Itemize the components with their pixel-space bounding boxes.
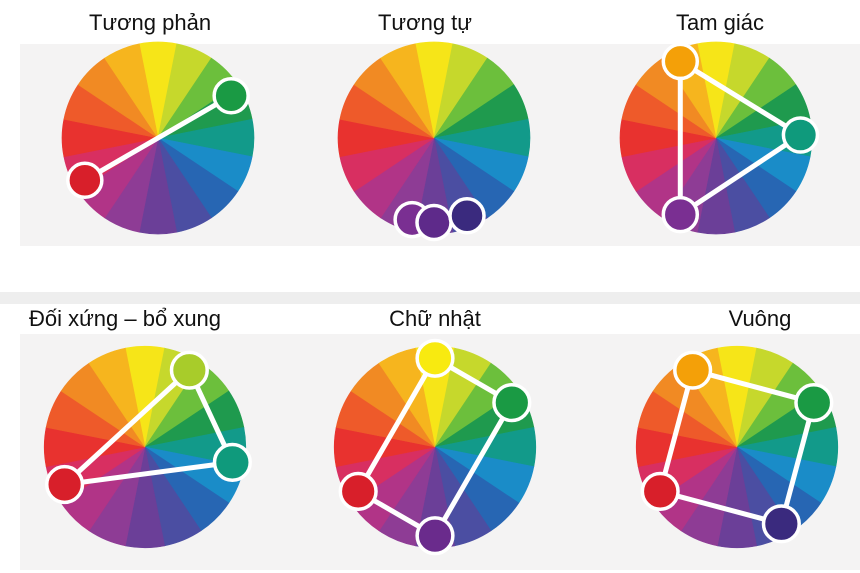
color-marker xyxy=(661,42,700,81)
color-marker xyxy=(673,350,713,390)
wheel-segment xyxy=(104,43,159,139)
scheme-title-analogous: Tương tự xyxy=(377,10,472,35)
wheel-segment xyxy=(380,43,435,139)
wheel-segment xyxy=(378,347,436,448)
color-marker xyxy=(448,197,486,235)
color-marker xyxy=(661,195,700,234)
color-wheel-split-complementary xyxy=(43,345,252,549)
scheme-title-complementary: Tương phản xyxy=(88,10,212,35)
connector-triangle xyxy=(677,58,803,218)
color-marker xyxy=(169,350,209,390)
color-wheel-analogous xyxy=(337,41,531,242)
color-marker xyxy=(212,77,250,115)
color-wheel-triadic xyxy=(619,41,820,235)
scheme-title-rectangle: Chữ nhật xyxy=(389,306,481,331)
scheme-title-square: Vuông xyxy=(728,306,792,331)
color-marker xyxy=(794,383,834,423)
color-marker xyxy=(781,116,820,154)
color-wheel-square xyxy=(635,345,839,549)
color-marker xyxy=(212,442,252,483)
color-marker xyxy=(338,471,378,511)
connector-triangle xyxy=(62,367,235,487)
divider-band xyxy=(0,292,860,304)
color-wheel-complementary xyxy=(61,41,255,235)
scheme-title-split-complementary: Đối xứng – bổ xung xyxy=(28,306,222,331)
scheme-title-triadic: Tam giác xyxy=(675,10,765,35)
color-marker xyxy=(66,161,104,199)
color-marker xyxy=(640,471,680,511)
color-marker xyxy=(492,383,532,423)
color-marker xyxy=(761,504,801,544)
color-marker xyxy=(415,516,455,556)
color-marker xyxy=(415,338,455,378)
color-marker xyxy=(45,464,85,505)
color-marker xyxy=(415,203,453,242)
connector-line xyxy=(82,93,234,183)
color-wheel-rectangle xyxy=(333,338,537,556)
